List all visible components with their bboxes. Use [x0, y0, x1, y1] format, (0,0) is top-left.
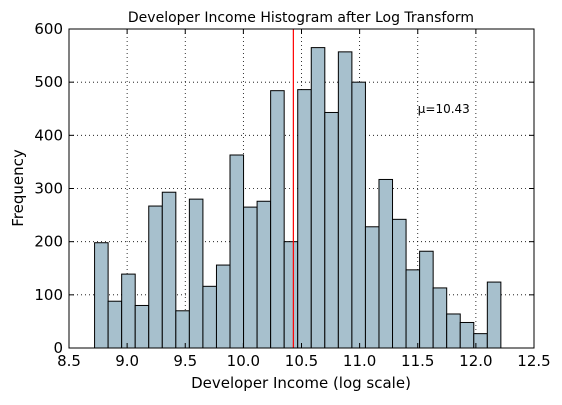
x-tick-label: 9.5 — [173, 352, 197, 370]
y-tick-label: 200 — [34, 233, 63, 251]
x-tick-label: 11.5 — [401, 352, 434, 370]
histogram-bar — [297, 89, 312, 349]
histogram-bar — [432, 287, 448, 349]
histogram-bar — [486, 281, 502, 349]
y-tick-label: 500 — [34, 73, 63, 91]
histogram-bar — [351, 81, 366, 349]
histogram-bar — [175, 310, 190, 349]
y-axis-label: Frequency — [9, 149, 27, 227]
histogram-bar — [188, 198, 204, 349]
x-tick-label: 12.5 — [517, 352, 550, 370]
y-tick-label: 0 — [53, 339, 63, 357]
histogram-bar — [419, 250, 434, 349]
histogram-bar — [405, 269, 421, 349]
x-tick-label: 10.0 — [227, 352, 260, 370]
histogram-bar — [256, 200, 272, 349]
histogram-bar — [94, 242, 109, 349]
mean-annotation: μ=10.43 — [418, 102, 470, 116]
y-tick-label: 300 — [34, 180, 63, 198]
histogram-bar — [107, 300, 123, 349]
ticks-layer: 8.5 9.0 9.5 10.0 10.5 11.0 11.5 12.0 12.5 0 100 200… — [34, 20, 550, 370]
histogram-bar — [364, 226, 380, 349]
chart-title: Developer Income Histogram after Log Tra… — [128, 10, 474, 26]
histogram-bar — [121, 273, 136, 349]
x-tick-label: 12.0 — [459, 352, 492, 370]
x-axis-label: Developer Income (log scale) — [191, 374, 411, 392]
histogram-bar — [446, 313, 461, 349]
y-tick-label: 600 — [34, 20, 63, 38]
bars-layer — [94, 47, 502, 349]
x-tick-label: 11.0 — [343, 352, 376, 370]
histogram-bar — [229, 154, 245, 349]
y-tick-label: 100 — [34, 286, 63, 304]
histogram-bar — [378, 178, 394, 349]
x-tick-label: 8.5 — [57, 352, 81, 370]
histogram-bar — [161, 191, 177, 349]
histogram-bar — [215, 264, 231, 349]
y-tick-label: 400 — [34, 126, 63, 144]
histogram-bar — [459, 321, 475, 349]
histogram-bar — [202, 285, 217, 349]
histogram-bar — [283, 241, 299, 349]
histogram-bar — [270, 90, 285, 349]
x-tick-label: 9.0 — [115, 352, 139, 370]
histogram-bar — [243, 206, 258, 349]
x-tick-label: 10.5 — [285, 352, 318, 370]
histogram-bar — [310, 47, 326, 349]
histogram-bar — [134, 304, 150, 349]
histogram-bar — [148, 205, 163, 349]
histogram-bar — [392, 218, 407, 349]
histogram-bar — [337, 51, 353, 349]
histogram-bar — [324, 111, 339, 349]
